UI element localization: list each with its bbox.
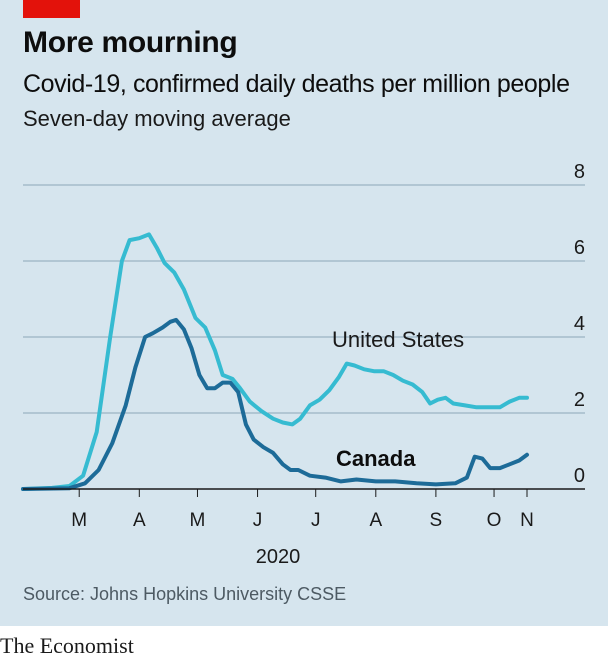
economist-red-tag: [23, 0, 80, 18]
x-tick-label: S: [430, 510, 443, 531]
series-line-united-states: [21, 232, 529, 491]
series-label-canada: Canada: [336, 446, 416, 471]
chart-subtitle-detail: Seven-day moving average: [23, 106, 291, 131]
source-note: Source: Johns Hopkins University CSSE: [23, 584, 347, 604]
series-line-canada: [21, 317, 529, 491]
brand-wordmark: The Economist: [0, 633, 134, 658]
y-tick-label: 8: [574, 161, 585, 183]
x-tick-label: J: [311, 510, 321, 531]
y-tick-label: 4: [574, 313, 585, 335]
y-tick-label: 6: [574, 237, 585, 259]
chart-title: More mourning: [23, 26, 238, 59]
chart-panel: [0, 0, 608, 626]
x-tick-label: M: [71, 510, 87, 531]
x-tick-label: A: [133, 510, 146, 531]
line-chart: 0 2 4 6 8 M A M J J A S O N 2020 United States Canada: [21, 161, 585, 568]
x-tick-label: A: [369, 510, 382, 531]
series-label-united-states: United States: [332, 327, 464, 352]
y-tick-label: 0: [574, 465, 585, 487]
x-axis-year-label: 2020: [256, 546, 301, 568]
x-tick-label: J: [253, 510, 263, 531]
x-tick-label: O: [487, 510, 502, 531]
chart-subtitle: Covid-19, confirmed daily deaths per mil…: [23, 70, 570, 98]
x-tick-label: M: [190, 510, 206, 531]
y-tick-label: 2: [574, 389, 585, 411]
x-tick-label: N: [520, 510, 534, 531]
